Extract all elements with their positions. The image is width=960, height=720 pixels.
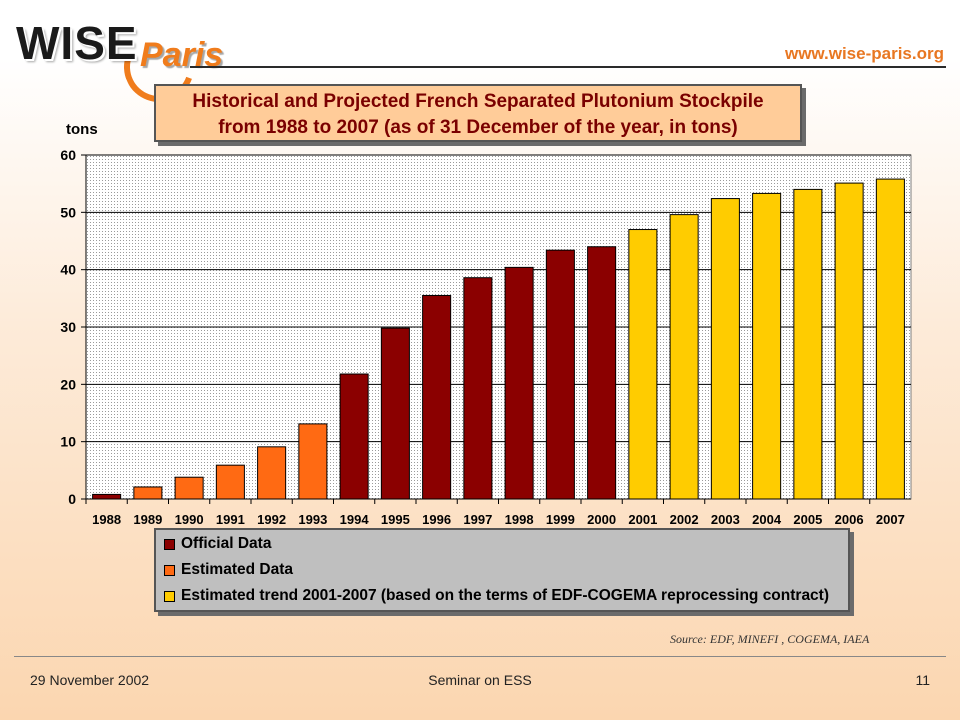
chart-title-line2: from 1988 to 2007 (as of 31 December of … <box>218 117 738 138</box>
x-tick-label: 2003 <box>711 512 740 527</box>
y-tick-label: 50 <box>60 204 76 220</box>
bar-2004 <box>752 192 782 500</box>
x-tick-label: 1996 <box>422 512 451 527</box>
x-tick-label: 1995 <box>381 512 410 527</box>
bar-1992 <box>257 446 287 500</box>
legend-item-trend: Estimated trend 2001-2007 (based on the … <box>164 585 829 607</box>
bar-1993 <box>298 423 328 500</box>
x-tick-label: 2001 <box>628 512 657 527</box>
x-tick-label: 2004 <box>752 512 782 527</box>
bars <box>92 178 905 500</box>
bar-1999 <box>545 249 575 500</box>
bar-1990 <box>174 476 204 500</box>
x-tick-label: 2002 <box>670 512 699 527</box>
bar-2000 <box>587 246 617 500</box>
bar-1994 <box>339 373 369 500</box>
x-tick-label: 1994 <box>340 512 370 527</box>
legend-label-official: Official Data <box>181 535 272 552</box>
bar-1998 <box>504 266 534 500</box>
legend-swatch-trend <box>164 590 175 602</box>
x-tick-label: 2006 <box>835 512 864 527</box>
logo-wise-text: WISE <box>16 17 138 69</box>
y-tick-label: 20 <box>60 376 76 392</box>
x-tick-label: 1999 <box>546 512 575 527</box>
bar-2005 <box>793 188 823 500</box>
site-url[interactable]: www.wise-paris.org <box>784 44 944 63</box>
y-tick-label: 10 <box>60 434 76 450</box>
chart-title-line1: Historical and Projected French Separate… <box>192 91 764 112</box>
x-tick-label: 1989 <box>133 512 162 527</box>
y-tick-label: 0 <box>68 491 76 507</box>
header-divider <box>190 66 946 68</box>
x-tick-label: 2007 <box>876 512 905 527</box>
x-tick-label: 1998 <box>505 512 534 527</box>
bar-2003 <box>710 198 740 500</box>
y-tick-label: 30 <box>60 319 76 335</box>
footer-page-number: 11 <box>915 672 930 688</box>
chart-legend: Official Data Estimated Data Estimated t… <box>154 528 850 612</box>
wise-paris-logo: WISE Paris <box>16 14 246 114</box>
y-tick-label: 60 <box>60 147 76 163</box>
x-tick-label: 2005 <box>793 512 822 527</box>
legend-swatch-official <box>164 538 175 550</box>
x-tick-label: 1997 <box>463 512 492 527</box>
source-note: Source: EDF, MINEFI , COGEMA, IAEA <box>670 632 870 646</box>
bar-2007 <box>875 178 905 500</box>
footer-date: 29 November 2002 <box>30 672 150 688</box>
chart-title-box: Historical and Projected French Separate… <box>154 84 802 142</box>
y-axis-label: tons <box>66 121 98 138</box>
bar-1996 <box>422 294 452 500</box>
legend-label-estimated: Estimated Data <box>181 561 293 578</box>
x-tick-label: 1993 <box>298 512 327 527</box>
x-tick-label: 1992 <box>257 512 286 527</box>
legend-label-trend: Estimated trend 2001-2007 (based on the … <box>181 587 830 604</box>
bar-1995 <box>380 327 410 500</box>
bar-2002 <box>669 214 699 500</box>
legend-item-official: Official Data <box>164 533 271 555</box>
y-tick-label: 40 <box>60 262 76 278</box>
bar-1991 <box>215 464 245 500</box>
x-tick-label: 2000 <box>587 512 616 527</box>
bar-1997 <box>463 277 493 500</box>
x-tick-label: 1990 <box>175 512 204 527</box>
bar-2006 <box>834 182 864 500</box>
bar-1989 <box>133 486 163 500</box>
footer-divider <box>14 656 946 657</box>
legend-swatch-estimated <box>164 564 175 576</box>
axes: 0 10 20 30 40 50 60 1988 1989 1990 1991 1992 1993 199… <box>60 147 911 527</box>
footer-event: Seminar on ESS <box>428 672 532 688</box>
x-tick-label: 1991 <box>216 512 245 527</box>
bar-1988 <box>92 493 122 500</box>
legend-item-estimated: Estimated Data <box>164 559 293 581</box>
bar-2001 <box>628 229 658 500</box>
x-tick-label: 1988 <box>92 512 121 527</box>
